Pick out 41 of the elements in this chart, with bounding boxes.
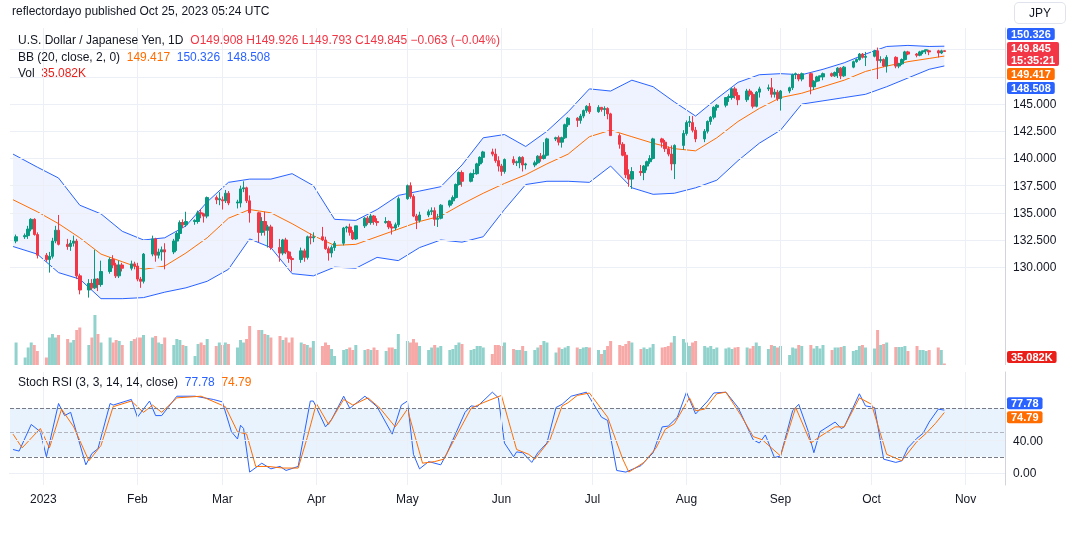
x-tick-label: Nov (954, 492, 977, 506)
text: reflectordayo published Oct 25, 2023 05:24 UTC (12, 4, 270, 18)
y-tick-label: 130.000 (1013, 260, 1057, 275)
annotation: 148.508 (226, 50, 271, 64)
text: 149.417 (1011, 68, 1051, 80)
text: 150.326 (1011, 28, 1051, 40)
text: 35.082K (1011, 351, 1053, 363)
y-tick-label: 135.000 (1013, 205, 1057, 220)
x-tick-label: Aug (675, 492, 698, 506)
y-tick-label: 0.00 (1013, 465, 1037, 480)
y-tick-label: 132.500 (1013, 232, 1057, 247)
text: 77.78 (1011, 397, 1039, 410)
x-tick-label: Oct (862, 492, 882, 506)
x-tick-label: 2023 (30, 492, 58, 506)
annotation: 77.78 (184, 375, 216, 389)
x-tick-label: Feb (127, 492, 149, 506)
x-tick-label: May (396, 492, 419, 506)
text: 15:35:21 (1011, 54, 1056, 66)
text: JPY (1029, 6, 1052, 20)
chart-title: U.S. Dollar / Japanese Yen, 1D (18, 33, 184, 47)
x-tick-label: Apr (307, 492, 326, 506)
y-tick-label: 137.500 (1013, 178, 1057, 193)
text: 74.79 (1011, 411, 1039, 424)
annotation: 74.79 (221, 375, 252, 389)
text: 149.845 (1011, 42, 1051, 54)
x-tick-label: Sep (769, 492, 792, 506)
x-tick-label: Mar (212, 492, 233, 506)
text: 148.508 (1011, 82, 1051, 94)
y-tick-label: 145.000 (1013, 97, 1057, 112)
annotation: O149.908 H149.926 L149.793 C149.845 −0.063 (−0.04%) (190, 33, 500, 47)
chart-title: Stoch RSI (3, 3, 14, 14, close) (18, 375, 179, 389)
y-tick-label: 40.00 (1013, 433, 1044, 448)
y-tick-label: 142.500 (1013, 124, 1057, 139)
x-tick-label: Jun (491, 492, 512, 506)
text: BB (20, close, 2, 0) (18, 50, 121, 64)
y-tick-label: 140.000 (1013, 151, 1057, 166)
annotation: 150.326 (176, 50, 221, 64)
text: 35.082K (41, 66, 87, 80)
chart-title: Vol (18, 66, 35, 80)
x-tick-label: Jul (584, 492, 601, 506)
annotation: 149.417 (126, 50, 171, 64)
